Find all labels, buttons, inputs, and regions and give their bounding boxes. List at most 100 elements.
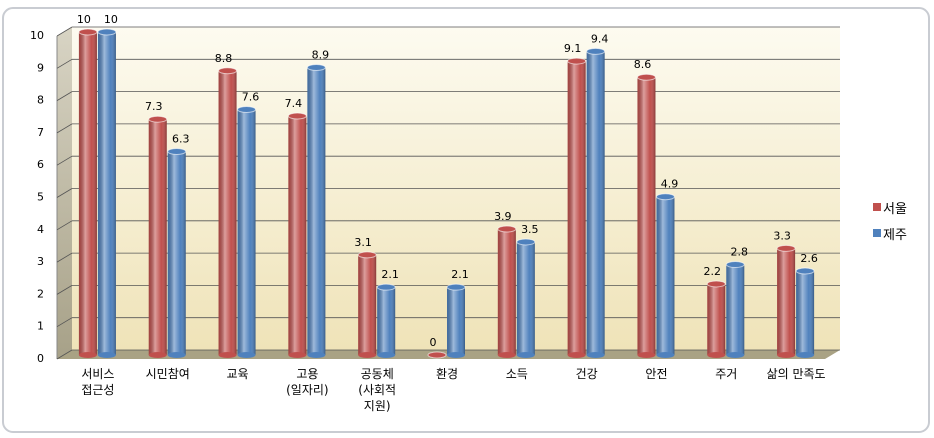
bar-shine [586, 51, 605, 355]
value-label: 10 [77, 13, 91, 26]
bar-shine [218, 70, 237, 355]
value-label: 2.1 [381, 268, 399, 281]
value-label: 6.3 [172, 133, 190, 146]
bar-top [287, 112, 307, 120]
grid-line-side [56, 349, 73, 360]
bar-shine [237, 109, 256, 356]
grid-line-side [56, 252, 73, 263]
bar-shine [148, 119, 167, 356]
bar-top [706, 280, 726, 288]
bar-base [726, 352, 745, 358]
bar-base [516, 352, 535, 358]
bar-base [637, 352, 656, 358]
bar-top [567, 57, 587, 65]
value-label: 2.1 [451, 268, 469, 281]
y-tick-label: 3 [37, 255, 44, 268]
bar-top [586, 47, 606, 55]
value-label: 2.8 [731, 246, 749, 259]
bar-base [167, 352, 186, 358]
bar-shine [707, 283, 726, 355]
bar-shine [567, 61, 586, 355]
bar-top [237, 106, 257, 114]
bar-shine [358, 254, 377, 355]
y-tick-label: 6 [37, 158, 44, 171]
bar-top [357, 251, 377, 259]
bar-base [97, 352, 116, 358]
bar-base [78, 352, 97, 358]
grid-line-side [56, 220, 73, 231]
y-tick-label: 4 [37, 223, 44, 236]
grid-line-side [56, 91, 73, 101]
legend-label: 서울 [883, 202, 907, 217]
bar-base [447, 352, 465, 358]
bar-top [148, 115, 168, 123]
value-label: 9.1 [564, 42, 582, 55]
grid-line-side [56, 26, 73, 37]
x-tick-label: 소득 [505, 367, 528, 381]
y-tick-label: 2 [37, 287, 44, 300]
bar-shine [97, 32, 116, 355]
bar-top [725, 261, 745, 269]
bar-shine [656, 196, 675, 355]
bar-shine [288, 115, 307, 355]
bar-top [306, 64, 326, 72]
x-tick-label: 주거 [715, 367, 738, 381]
bar-shine [377, 287, 396, 355]
value-label: 8.9 [312, 49, 330, 62]
bar-base [218, 352, 237, 358]
bar-shine [516, 241, 535, 355]
bar-top [78, 28, 98, 36]
grid-line-side [56, 317, 73, 328]
grid-line-side [56, 155, 73, 166]
y-tick-label: 7 [37, 126, 44, 139]
bar-base [586, 352, 605, 358]
value-label: 10 [104, 13, 118, 26]
bar-top [497, 225, 517, 233]
bar-base [307, 352, 326, 358]
x-tick-label: 환경 [435, 367, 459, 381]
value-label: 3.5 [521, 223, 539, 236]
grid-line-side [56, 285, 73, 295]
x-tick-label: 시민참여 [145, 367, 190, 381]
bar-top [427, 351, 447, 359]
bar-shine [777, 248, 796, 355]
bar-top [218, 67, 238, 75]
bar-top [446, 283, 466, 291]
x-tick-label: 안전 [645, 367, 668, 381]
y-tick-label: 5 [37, 191, 44, 204]
value-label: 7.6 [242, 91, 260, 104]
bar-base [656, 352, 675, 358]
bar-top [516, 238, 536, 246]
bar-base [567, 352, 586, 358]
grid-line-side [56, 123, 73, 134]
x-tick-label: 고용 (일자리) [286, 367, 329, 397]
value-label: 4.9 [661, 178, 679, 191]
y-tick-label: 0 [37, 352, 44, 365]
value-label: 3.1 [354, 236, 372, 249]
bar-base [377, 352, 396, 358]
y-tick-label: 8 [37, 94, 44, 107]
value-label: 3.9 [494, 210, 512, 223]
value-label: 2.6 [800, 252, 818, 265]
bar-top [376, 283, 396, 291]
value-label: 7.3 [145, 100, 163, 113]
grid-line-side [56, 188, 73, 198]
bar-shine [447, 287, 465, 355]
bar-base [288, 352, 307, 358]
bar-shine [497, 229, 516, 355]
bar-base [707, 352, 726, 358]
bar-shine [167, 151, 186, 355]
bar-shine [637, 77, 656, 355]
legend-swatch [873, 229, 881, 237]
bar-shine [796, 271, 815, 355]
bar-top [776, 244, 796, 252]
x-tick-label: 교육 [226, 367, 249, 381]
y-tick-label: 1 [37, 320, 44, 333]
y-tick-label: 10 [30, 29, 44, 42]
bar-shine [726, 264, 745, 355]
x-tick-label: 공동체 (사회적 지원) [358, 367, 397, 413]
x-tick-label: 삶의 만족도 [766, 367, 826, 381]
value-label: 8.8 [215, 52, 233, 65]
value-label: 0 [430, 336, 437, 349]
